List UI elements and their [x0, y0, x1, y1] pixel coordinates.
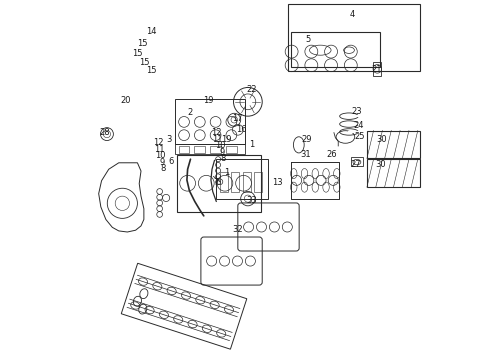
Text: 25: 25 — [354, 132, 365, 141]
Text: 16: 16 — [236, 125, 247, 134]
Text: 15: 15 — [132, 49, 143, 58]
Bar — [254, 172, 262, 192]
Text: 8: 8 — [161, 164, 166, 173]
Bar — [288, 4, 420, 71]
Bar — [210, 145, 221, 153]
Text: 30: 30 — [376, 135, 387, 144]
Text: 1: 1 — [224, 168, 229, 177]
Bar — [175, 144, 245, 154]
Text: 13: 13 — [272, 178, 283, 187]
Text: 32: 32 — [233, 225, 243, 234]
Text: 10: 10 — [155, 151, 165, 160]
Text: 31: 31 — [300, 150, 311, 159]
Text: 30: 30 — [375, 161, 386, 170]
Text: 14: 14 — [147, 27, 157, 36]
Text: 28: 28 — [99, 128, 110, 137]
Text: 7: 7 — [214, 178, 219, 187]
Text: 15: 15 — [138, 39, 148, 48]
Text: 9: 9 — [220, 148, 225, 157]
Text: 8: 8 — [221, 154, 226, 163]
Bar — [367, 159, 420, 187]
Text: 5: 5 — [305, 35, 311, 44]
Text: 33: 33 — [246, 196, 257, 205]
Text: 3: 3 — [166, 135, 172, 144]
Bar — [177, 155, 261, 212]
Text: 4: 4 — [350, 10, 355, 19]
Bar — [351, 157, 364, 166]
Text: 26: 26 — [326, 150, 337, 159]
Text: 29: 29 — [301, 135, 312, 144]
Text: 2: 2 — [188, 108, 193, 117]
Bar — [231, 172, 239, 192]
Text: 1: 1 — [249, 140, 255, 149]
Bar — [195, 145, 205, 153]
Text: 12: 12 — [153, 138, 164, 147]
Bar — [175, 99, 245, 144]
Bar — [243, 172, 251, 192]
Text: 6: 6 — [169, 157, 174, 166]
Text: 15: 15 — [139, 58, 150, 67]
Text: 11: 11 — [154, 145, 164, 154]
Bar — [220, 172, 228, 192]
Text: 24: 24 — [354, 121, 364, 130]
Text: 17: 17 — [233, 114, 243, 123]
Text: 11: 11 — [213, 135, 223, 144]
Text: 21: 21 — [372, 65, 382, 74]
Text: 12: 12 — [211, 128, 221, 137]
Bar — [179, 145, 190, 153]
Bar — [216, 159, 269, 199]
Bar — [226, 145, 237, 153]
Text: 19: 19 — [203, 96, 214, 105]
Text: 10: 10 — [215, 141, 225, 150]
Text: 9: 9 — [159, 158, 165, 167]
Text: 22: 22 — [246, 85, 257, 94]
Text: 19: 19 — [221, 135, 232, 144]
Bar — [373, 62, 381, 76]
Text: 15: 15 — [146, 67, 156, 76]
Bar — [121, 263, 247, 349]
Text: 23: 23 — [351, 107, 362, 116]
Text: 27: 27 — [350, 161, 361, 170]
Bar — [367, 131, 420, 158]
Bar — [291, 32, 380, 67]
Text: 20: 20 — [121, 96, 131, 105]
